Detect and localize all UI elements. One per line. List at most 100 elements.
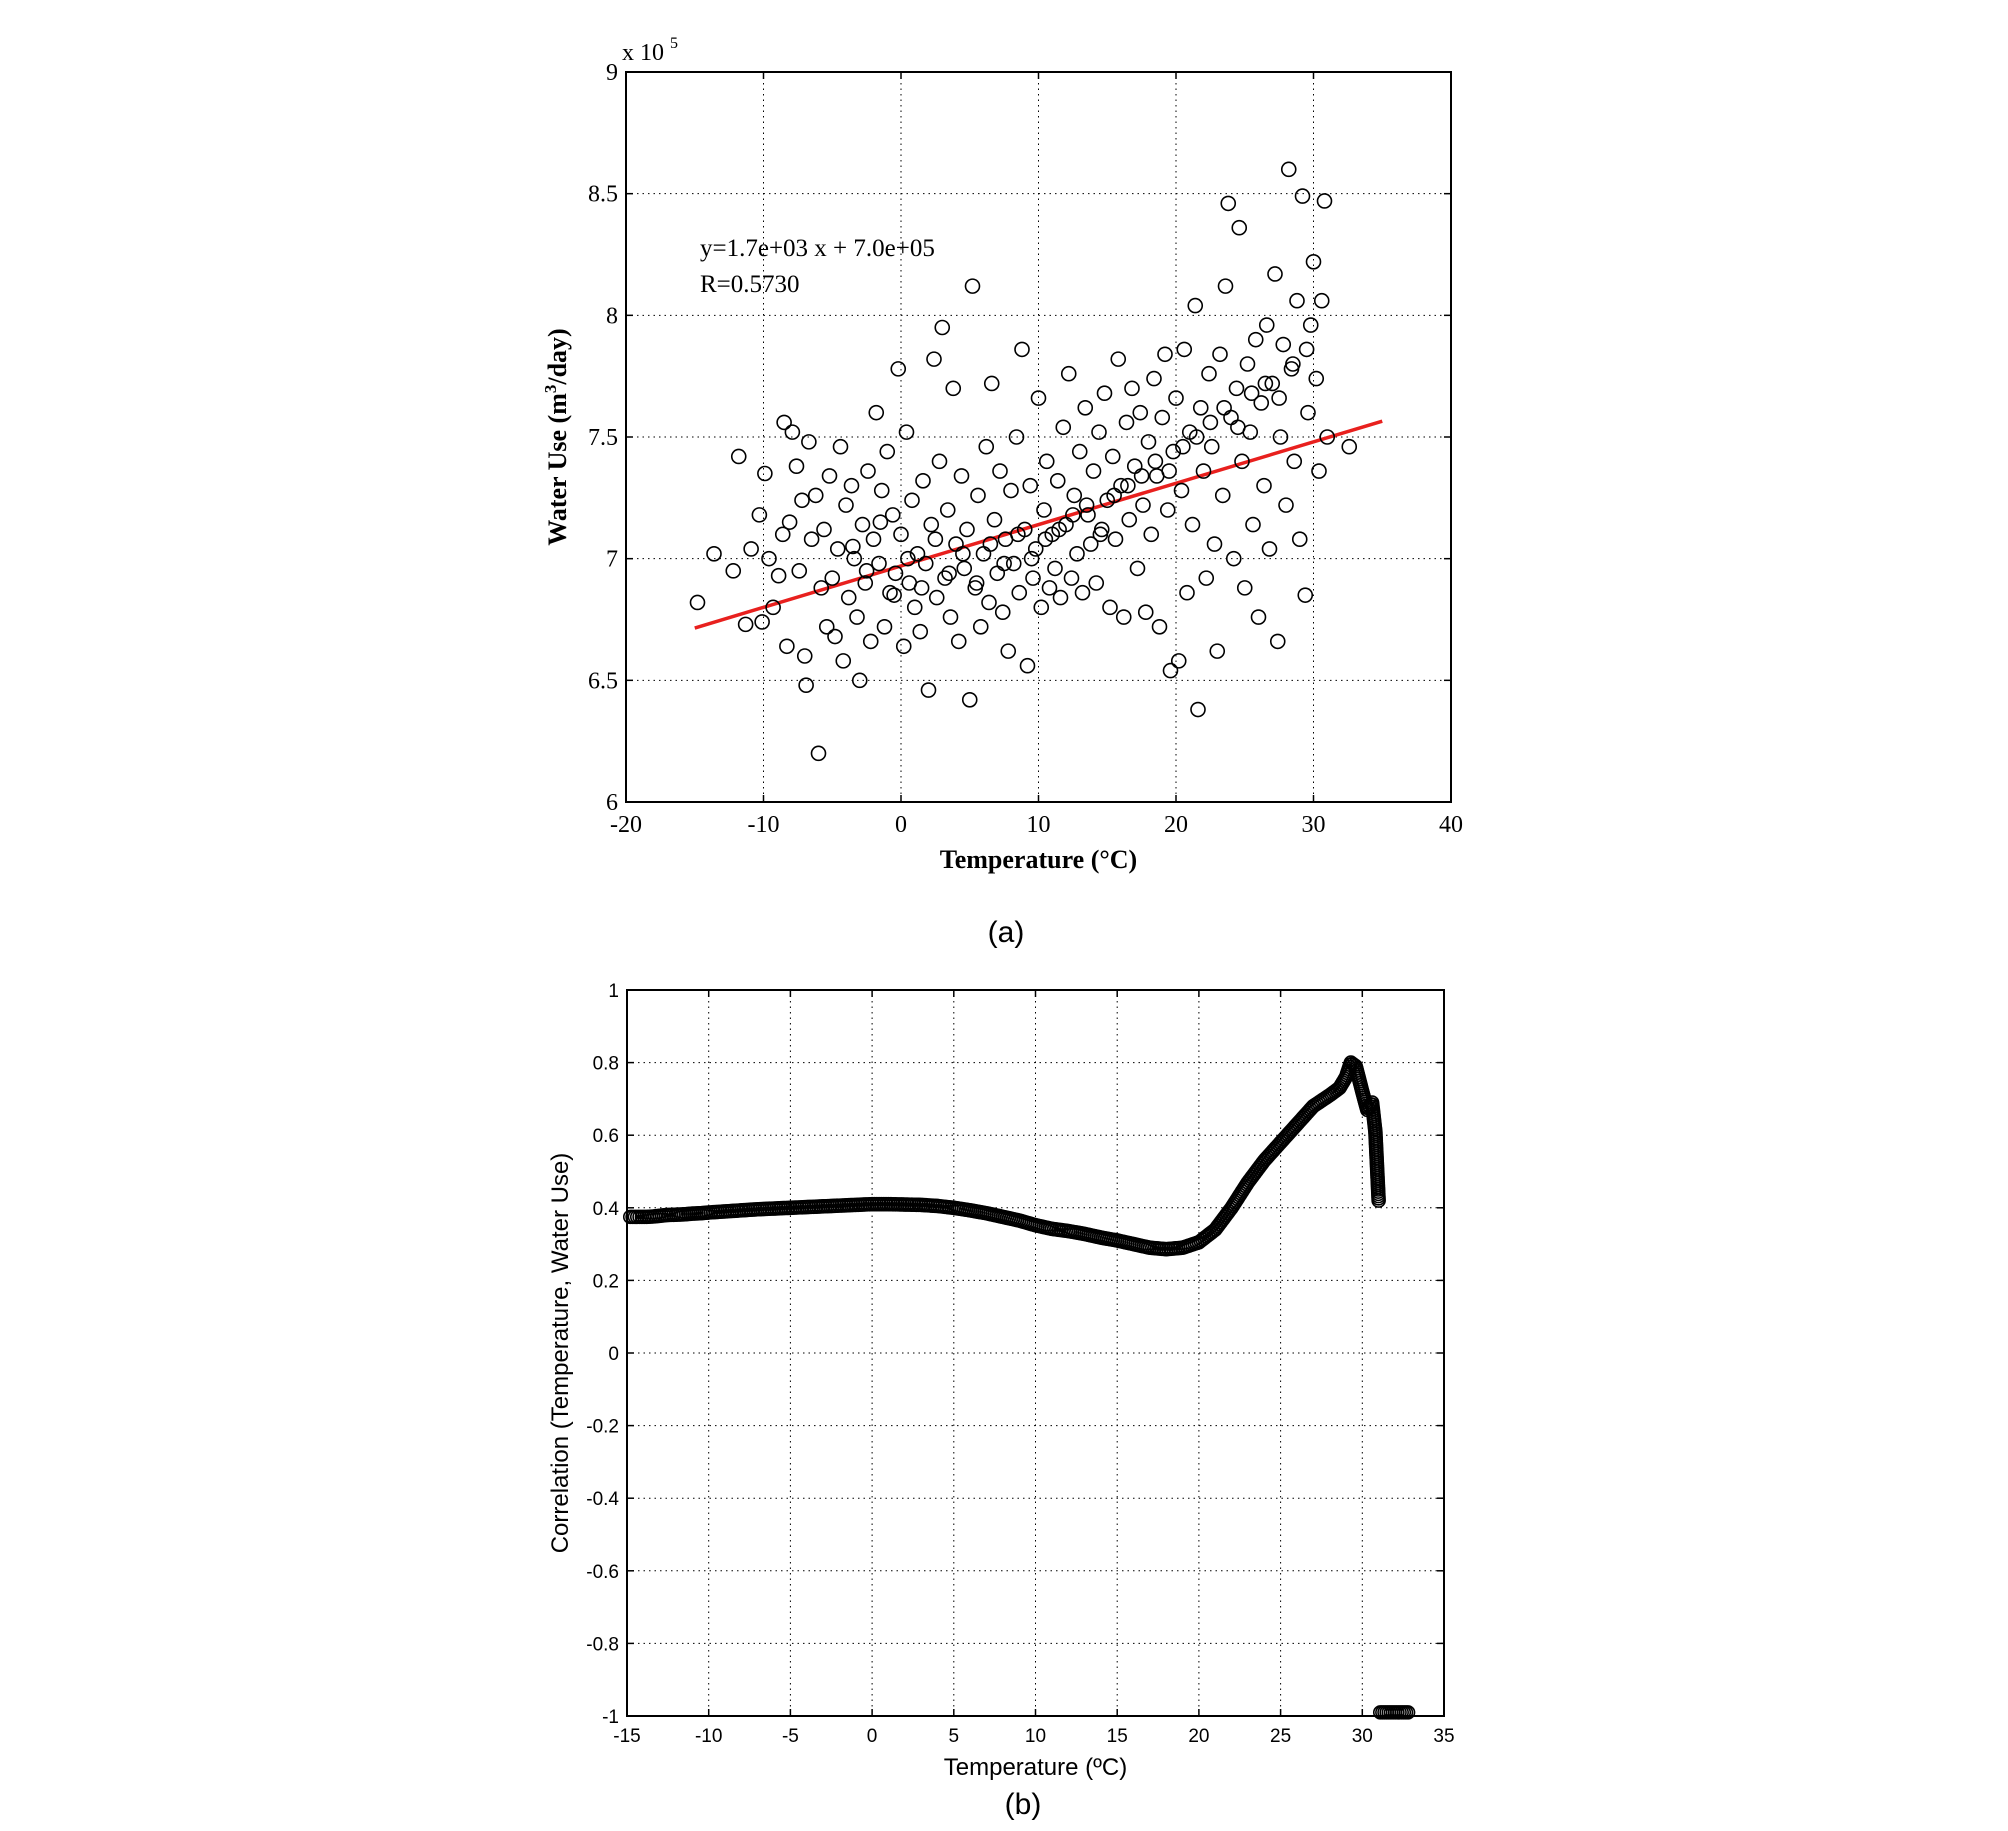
data-point [1176, 341, 1193, 358]
data-point [1271, 390, 1287, 406]
data-point [748, 1202, 763, 1217]
data-point [1120, 477, 1136, 494]
data-point [794, 492, 810, 509]
x-tick-label: 10 [1025, 1726, 1046, 1747]
data-point [737, 616, 754, 633]
x-tick-label: 20 [1188, 1726, 1209, 1747]
data-point [1077, 399, 1094, 416]
data-point [996, 555, 1012, 572]
data-point [1308, 370, 1325, 387]
data-point [871, 555, 887, 572]
data-point [1074, 584, 1091, 601]
data-point [1203, 438, 1220, 455]
points-a [689, 161, 1358, 762]
data-point [1115, 609, 1132, 625]
data-point [1398, 1705, 1414, 1720]
data-point [774, 526, 791, 543]
data-point [796, 648, 813, 664]
data-point [1037, 531, 1054, 548]
data-point [776, 414, 792, 431]
xtick-labels-a: -20 -10 0 10 20 30 40 [610, 812, 1463, 838]
data-point [751, 507, 768, 523]
y-multiplier-a: x 10 5 [622, 35, 678, 66]
data-point [1212, 346, 1228, 363]
data-point [715, 1204, 731, 1219]
data-point [878, 1196, 894, 1212]
data-point [920, 682, 937, 698]
data-point [1055, 419, 1072, 436]
data-point [989, 565, 1006, 582]
data-point [1239, 356, 1256, 372]
data-point [882, 584, 898, 601]
x-tick-label: 0 [895, 812, 907, 838]
data-point [1010, 526, 1026, 543]
data-point [890, 361, 907, 377]
data-point [1121, 511, 1138, 528]
data-point [911, 1197, 927, 1213]
data-point [1206, 536, 1223, 552]
data-point [898, 424, 915, 440]
data-point [959, 521, 975, 538]
data-point [1190, 701, 1206, 718]
data-point [1038, 453, 1055, 470]
data-point [1173, 482, 1190, 499]
data-point [1184, 516, 1201, 533]
data-point [1201, 365, 1217, 382]
data-point [1088, 575, 1105, 591]
y-axis-label-a: Water Use (m3/day) [541, 328, 572, 545]
data-point [968, 575, 985, 591]
data-point [1106, 487, 1122, 504]
data-point [1168, 390, 1184, 406]
data-point [838, 497, 854, 513]
data-point [983, 375, 1000, 392]
data-point [784, 424, 801, 440]
data-point [860, 463, 876, 479]
xtick-labels-b: -15 -10 -5 0 5 10 15 20 25 30 35 [613, 1726, 1454, 1747]
data-point [941, 565, 957, 582]
data-point [801, 434, 817, 450]
data-point [1080, 507, 1096, 523]
data-point [821, 468, 838, 484]
data-point [1110, 351, 1127, 367]
data-point [909, 545, 926, 562]
data-point [1257, 375, 1274, 392]
data-point [1014, 341, 1030, 358]
grid-b [627, 990, 1444, 1716]
data-point [1283, 1123, 1299, 1139]
data-point [857, 575, 874, 591]
x-tick-label: 35 [1433, 1726, 1454, 1747]
data-point [813, 580, 830, 596]
data-point [1118, 414, 1135, 431]
data-point [937, 570, 953, 586]
data-point [1175, 438, 1191, 455]
data-point [1294, 188, 1311, 204]
data-point [1256, 477, 1272, 494]
data-point [858, 563, 875, 579]
data-point [1159, 502, 1176, 518]
y-tick-label: 0.8 [593, 1054, 619, 1075]
data-point [1025, 570, 1041, 586]
data-point [1285, 356, 1301, 372]
data-point [1069, 545, 1085, 562]
data-point [743, 541, 759, 557]
data-point [904, 492, 920, 509]
data-point [1319, 429, 1336, 445]
data-point [1143, 526, 1160, 543]
data-point [934, 319, 951, 336]
data-point [1272, 429, 1289, 445]
data-point [1267, 1141, 1282, 1157]
data-point [770, 567, 787, 584]
data-point [1269, 633, 1286, 650]
data-point [1096, 385, 1113, 402]
data-point [927, 531, 944, 548]
data-point [895, 1197, 910, 1212]
data-point [1371, 1191, 1386, 1206]
ytick-labels-a: 6 6.5 7 7.5 8 8.5 9 [588, 60, 618, 816]
data-point [1245, 516, 1261, 533]
data-point [913, 580, 930, 596]
data-point [780, 1200, 796, 1216]
data-point [1019, 657, 1036, 674]
panel-label-a: (a) [988, 916, 1025, 949]
x-tick-label: 5 [949, 1726, 960, 1747]
data-point [928, 589, 945, 606]
